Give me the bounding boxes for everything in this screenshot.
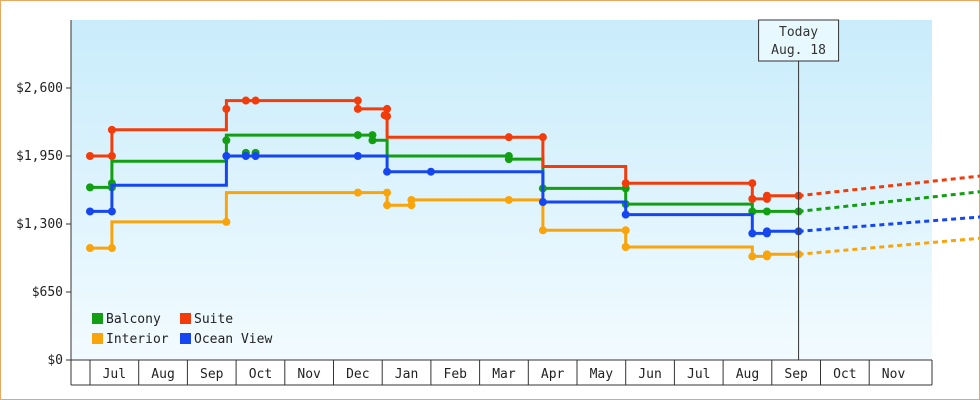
y-tick-label: $0 [47, 353, 63, 368]
data-point [86, 207, 94, 216]
data-point [86, 152, 94, 160]
data-point [426, 167, 435, 176]
legend: Balcony Suite Interior Ocean View [92, 312, 272, 347]
data-point [504, 133, 513, 142]
data-point [538, 198, 547, 207]
data-point [353, 131, 362, 140]
x-tick-label: Dec [346, 367, 369, 382]
x-tick-label: Aug [736, 367, 759, 382]
y-tick-label: $650 [32, 285, 63, 300]
today-date: Aug. 18 [771, 43, 826, 58]
data-point [353, 152, 362, 160]
x-tick-label: Jun [638, 367, 661, 382]
x-tick-label: Nov [882, 367, 906, 382]
x-tick-label: Mar [492, 367, 516, 382]
data-point [86, 183, 94, 192]
data-point [748, 194, 757, 203]
x-tick-label: Jan [395, 367, 418, 382]
data-point [748, 179, 757, 188]
data-point [222, 217, 231, 226]
data-point [762, 207, 771, 216]
data-point [621, 210, 630, 219]
legend-swatch [92, 313, 103, 324]
plot-area [71, 20, 932, 360]
data-point [353, 188, 362, 197]
data-point [762, 227, 771, 236]
x-tick-label: Oct [833, 367, 856, 382]
data-point [538, 226, 547, 235]
legend-label: Balcony [106, 312, 161, 327]
x-tick-label: Sep [200, 367, 224, 382]
data-point [107, 207, 116, 216]
x-axis: Jul Aug Sep Oct Nov Dec Jan Feb Mar Apr May Jun Jul A… [70, 359, 933, 386]
data-point [241, 96, 250, 105]
x-tick-label: Nov [297, 367, 321, 382]
data-point [383, 201, 392, 210]
legend-label: Interior [106, 332, 169, 347]
data-point [107, 125, 116, 134]
data-point [241, 152, 250, 160]
data-point [383, 188, 392, 197]
legend-swatch [180, 313, 191, 324]
x-tick-label: Jul [687, 367, 710, 382]
today-box [758, 19, 840, 62]
x-tick-label: Sep [784, 367, 808, 382]
y-tick-label: $1,950 [16, 149, 63, 164]
data-point [383, 112, 392, 121]
series-suite [86, 96, 980, 203]
legend-item-balcony: Balcony [92, 312, 161, 327]
today-label: Today [779, 25, 818, 40]
y-axis: $0 $650 $1,300 $1,950 $2,600 [16, 20, 72, 368]
data-point [621, 226, 630, 235]
data-point [383, 104, 392, 113]
data-point [222, 104, 231, 113]
data-point [383, 167, 392, 176]
data-point [504, 195, 513, 204]
data-point [621, 179, 630, 188]
x-tick-label: Apr [541, 367, 565, 382]
series-ocean-view [86, 152, 980, 238]
data-point [222, 136, 231, 145]
data-point [538, 133, 547, 142]
data-point [251, 96, 260, 105]
data-point [107, 244, 116, 253]
data-point [353, 104, 362, 113]
data-point [748, 229, 757, 238]
x-tick-label: Oct [249, 367, 272, 382]
data-point [251, 152, 260, 160]
data-point [407, 195, 416, 204]
data-point [762, 191, 771, 200]
data-point [621, 243, 630, 252]
x-tick-label: Feb [444, 367, 468, 382]
data-point [748, 252, 757, 261]
legend-swatch [180, 333, 191, 344]
data-point [504, 155, 513, 164]
data-point [86, 244, 94, 253]
today-marker: Today Aug. 18 [758, 19, 840, 360]
x-tick-label: May [590, 367, 614, 382]
series-line [90, 154, 799, 235]
legend-item-interior: Interior [92, 332, 169, 347]
y-tick-label: $2,600 [16, 81, 63, 96]
legend-label: Suite [194, 312, 233, 327]
legend-swatch [92, 333, 103, 344]
data-point [353, 96, 362, 105]
data-point [368, 136, 377, 145]
data-point [222, 152, 231, 160]
x-tick-label: Jul [103, 367, 126, 382]
x-tick-label: Aug [151, 367, 174, 382]
legend-label: Ocean View [194, 332, 272, 347]
legend-item-suite: Suite [180, 312, 233, 327]
y-tick-label: $1,300 [16, 217, 63, 232]
data-point [762, 250, 771, 259]
data-point [107, 152, 116, 160]
legend-item-ocean-view: Ocean View [180, 332, 272, 347]
